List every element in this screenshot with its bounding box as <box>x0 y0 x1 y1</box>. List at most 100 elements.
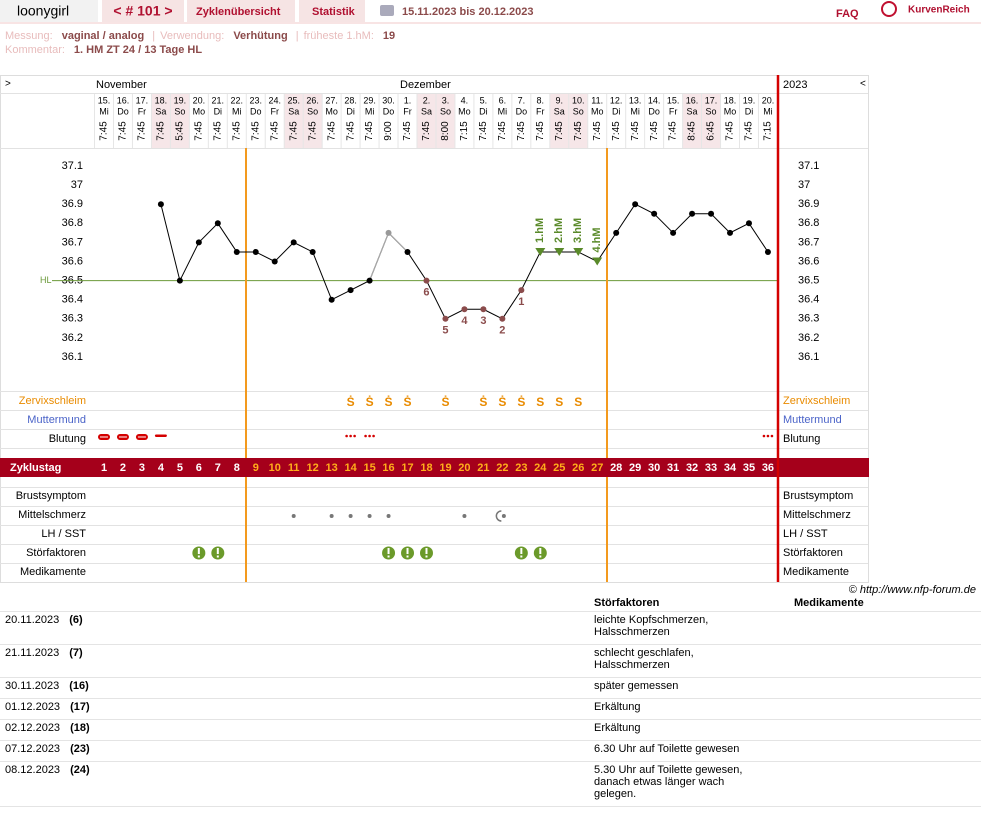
weekend-shade <box>151 94 171 148</box>
temperature-point <box>347 287 354 294</box>
cervical-sign: Ṡ <box>441 394 449 409</box>
date-label: 3. <box>442 95 450 105</box>
y-tick-label: 36.1 <box>798 351 819 363</box>
cycle-nav[interactable]: < # 101 > <box>113 3 172 19</box>
temperature-point <box>404 248 411 255</box>
time-label: 7:45 <box>421 121 432 141</box>
note-date: 21.11.2023 <box>5 647 60 659</box>
weekday-label: Mo <box>325 106 338 116</box>
date-label: 28. <box>344 95 357 105</box>
cycle-day: 20 <box>458 462 470 474</box>
pain-icon <box>501 514 506 518</box>
cycle-day: 29 <box>629 462 641 474</box>
time-label: 7:45 <box>156 121 167 141</box>
temperature-point <box>252 248 259 255</box>
time-label: 7:45 <box>649 121 660 141</box>
bleeding-icon <box>353 434 356 438</box>
date-label: 6. <box>499 95 507 105</box>
time-label: 7:45 <box>535 121 546 141</box>
weekday-label: Sa <box>155 106 166 116</box>
cycle-box <box>102 0 184 22</box>
cycle-day: 21 <box>477 462 489 474</box>
weekend-shade <box>435 94 455 148</box>
row-label: Blutung <box>49 433 86 445</box>
temperature-point <box>328 296 335 303</box>
time-label: 7:45 <box>402 121 413 141</box>
weekday-label: Mi <box>630 106 640 116</box>
bleeding-icon <box>364 434 367 438</box>
time-label: 7:45 <box>137 121 148 141</box>
cycle-day: 7 <box>215 462 221 474</box>
meta-value: 1. HM ZT 24 / 13 Tage HL <box>74 44 202 56</box>
cycle-day: 23 <box>515 462 527 474</box>
row-label: Medikamente <box>20 566 86 578</box>
y-tick-label: 36.5 <box>798 275 819 287</box>
cervical-sign: Ṡ <box>347 394 355 409</box>
cycle-day: 9 <box>253 462 259 474</box>
note-text: 6.30 Uhr auf Toilette gewesen <box>594 743 740 755</box>
logo[interactable]: KurvenReich <box>908 5 970 16</box>
pain-icon <box>291 514 296 518</box>
time-label: 7:15 <box>763 121 774 141</box>
tab-link[interactable]: Zyklenübersicht <box>196 6 281 18</box>
note-cell: leichte Kopfschmerzen, Halsschmerzen <box>594 611 794 645</box>
weekday-label: Di <box>214 106 223 116</box>
weekday-label: Mo <box>724 106 737 116</box>
pain-icon <box>367 514 372 518</box>
y-tick-label: 36.9 <box>62 198 83 210</box>
cervical-sign: Ṡ <box>385 394 393 409</box>
column-header: Medikamente <box>794 596 981 612</box>
bleeding-icon <box>349 434 352 438</box>
row-label: Muttermund <box>27 414 86 426</box>
tab-link[interactable]: Statistik <box>312 6 356 18</box>
time-label: 7:45 <box>326 121 337 141</box>
row-label: Muttermund <box>783 414 842 426</box>
hm-label: 3.hM <box>572 218 584 243</box>
note-cell: 02.12.2023 (18) <box>0 719 594 741</box>
y-tick-label: 36.4 <box>798 294 819 306</box>
weekend-shade <box>568 94 588 148</box>
date-label: 27. <box>325 95 338 105</box>
time-label: 7:45 <box>345 121 356 141</box>
weekday-label: Mi <box>99 106 109 116</box>
meta-label: Kommentar: <box>5 44 65 56</box>
date-label: 4. <box>461 95 469 105</box>
disturb-icon <box>216 548 219 554</box>
weekday-label: Fr <box>138 106 147 116</box>
faq-link[interactable]: FAQ <box>836 8 859 20</box>
note-date: 01.12.2023 <box>5 701 61 713</box>
date-label: 1. <box>404 95 412 105</box>
date-label: 5. <box>480 95 488 105</box>
note-cell <box>794 644 981 678</box>
nav-arrow: < <box>860 79 866 90</box>
cycle-day-band <box>0 458 869 477</box>
note-date: 07.12.2023 <box>5 743 61 755</box>
note-cell: 08.12.2023 (24) <box>0 761 594 807</box>
weekday-label: Mo <box>458 106 471 116</box>
cycle-day: 16 <box>382 462 394 474</box>
disturb-icon <box>197 548 200 554</box>
weekday-label: Mi <box>365 106 375 116</box>
weekday-label: Di <box>479 106 488 116</box>
time-label: 7:45 <box>307 121 318 141</box>
disturb-icon <box>539 548 542 554</box>
weekday-label: So <box>174 106 185 116</box>
chart: loonygirl < # 101 > Zyklenübersicht Stat… <box>0 0 981 596</box>
print-icon[interactable] <box>380 5 394 16</box>
cervical-sign: S <box>555 395 563 409</box>
bleeding-icon <box>762 434 766 438</box>
note-text: schlecht geschlafen, Halsschmerzen <box>594 647 694 671</box>
note-text: Erkältung <box>594 722 641 734</box>
date-label: 2. <box>423 95 431 105</box>
temperature-point <box>499 315 506 322</box>
row-label: LH / SST <box>41 528 86 540</box>
weekday-label: Sa <box>687 106 698 116</box>
temperature-point <box>195 239 202 246</box>
point-label: 6 <box>423 287 429 299</box>
time-label: 9:00 <box>383 121 394 141</box>
temperature-point <box>176 277 183 284</box>
weekday-label: Do <box>383 106 395 116</box>
cervical-sign: Ṡ <box>517 394 525 409</box>
note-day: (16) <box>69 680 89 692</box>
time-label: 7:45 <box>744 121 755 141</box>
